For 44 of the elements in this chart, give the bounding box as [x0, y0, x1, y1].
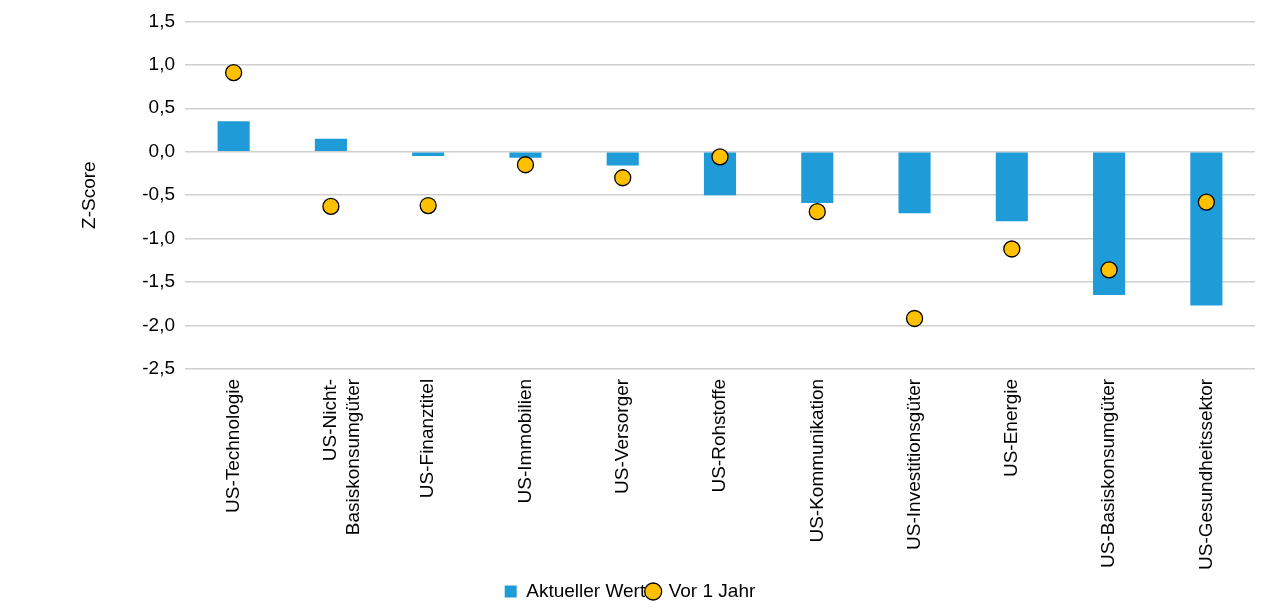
- x-tick-label: US-Immobilien: [513, 378, 535, 504]
- bar: [898, 152, 931, 214]
- point: [808, 202, 826, 221]
- x-tick-label: US-Finanztitel: [416, 378, 438, 499]
- bar: [995, 152, 1028, 222]
- y-tick-label: 1,0: [148, 53, 175, 75]
- y-tick-label: -0,5: [142, 183, 175, 205]
- y-axis-title: Z-Score: [78, 161, 100, 229]
- x-tick-label: US-Energie: [1000, 378, 1022, 478]
- point: [1197, 193, 1216, 211]
- bar: [509, 152, 542, 158]
- x-tick-label: US-Rohstoffe: [708, 378, 730, 493]
- point: [614, 169, 632, 187]
- point: [1003, 240, 1021, 258]
- legend-label: Vor 1 Jahr: [668, 579, 756, 601]
- bar: [1093, 152, 1126, 296]
- bar: [606, 152, 639, 166]
- y-tick-label: 0,5: [148, 96, 175, 118]
- point: [711, 148, 729, 166]
- point: [1100, 261, 1118, 279]
- legend-label: Aktueller Wert: [526, 579, 646, 601]
- y-tick-label: -1,0: [142, 226, 175, 248]
- x-tick-label: US-Nicht-Basiskonsumgüter: [319, 378, 363, 536]
- bar: [801, 152, 834, 203]
- y-tick-label: 0,0: [148, 139, 175, 161]
- x-tick-label: US-Basiskonsumgüter: [1097, 378, 1119, 568]
- y-tick-label: -1,5: [142, 270, 175, 292]
- point: [419, 196, 437, 215]
- x-tick-label: US-Technologie: [221, 378, 243, 513]
- point: [905, 309, 924, 328]
- x-tick-label: US-Versorger: [610, 378, 632, 494]
- point: [322, 197, 340, 216]
- y-tick-label: -2,0: [142, 313, 175, 335]
- point: [516, 156, 535, 174]
- x-tick-label: US-Kommunikation: [805, 378, 827, 543]
- bar: [217, 121, 250, 151]
- point: [224, 64, 243, 82]
- bar: [1190, 152, 1223, 306]
- x-tick-label: US-Gesundheitssektor: [1194, 378, 1216, 571]
- bar: [314, 138, 347, 151]
- bar: [412, 152, 445, 157]
- y-tick-label: 1,5: [148, 9, 175, 31]
- x-tick-label: US-Investitionsgüter: [902, 378, 924, 550]
- y-tick-label: -2,5: [142, 357, 175, 379]
